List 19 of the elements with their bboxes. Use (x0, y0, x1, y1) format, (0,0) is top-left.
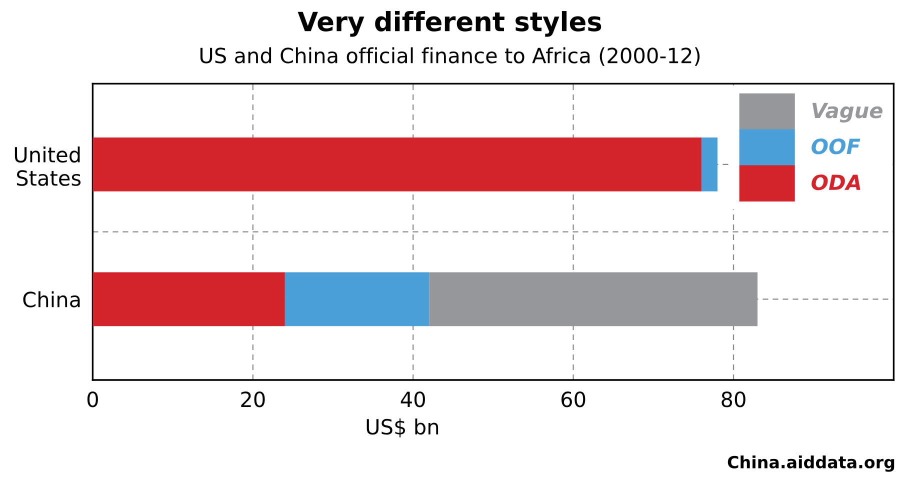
legend-label: OOF (812, 138, 860, 154)
legend-label: Vague (812, 102, 882, 123)
chart-subtitle: US and China official finance to Africa (2000-12) (200, 47, 700, 66)
y-tick-label: United States (14, 146, 81, 186)
x-tick-label: 80 (722, 391, 746, 408)
x-tick-label: 60 (562, 391, 586, 408)
bar (92, 272, 285, 326)
chart-title: Very different styles (298, 11, 602, 37)
y-tick-label: China (23, 291, 80, 308)
bar (92, 138, 702, 192)
x-tick-label: 20 (241, 391, 265, 408)
x-tick-label: 0 (87, 391, 98, 408)
bar (284, 272, 430, 326)
text: China.aiddata.org (728, 456, 894, 472)
x-axis-title: US$ bn (366, 418, 438, 438)
bar (429, 272, 758, 326)
bar (701, 138, 718, 192)
legend-label: ODA (812, 174, 860, 190)
x-tick-label: 40 (400, 391, 425, 408)
